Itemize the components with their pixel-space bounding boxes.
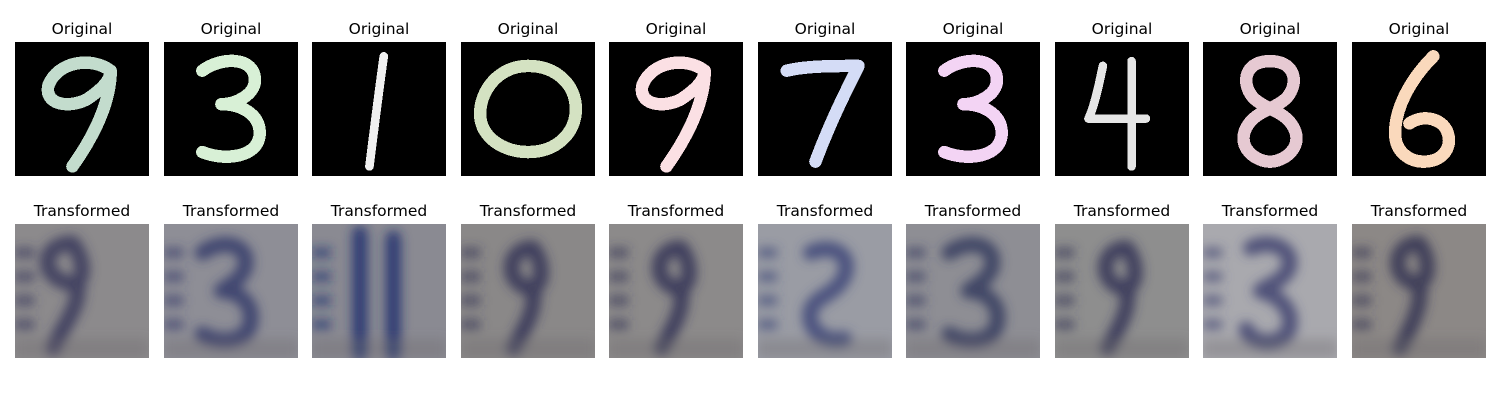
transformed-title-4: Transformed xyxy=(479,202,577,220)
original-digit-image-6 xyxy=(758,42,892,176)
transformed-title-8: Transformed xyxy=(1073,202,1171,220)
digit-stroke xyxy=(473,59,583,159)
digit-stroke xyxy=(41,56,117,173)
original-title-8: Original xyxy=(1091,20,1153,38)
transformed-title-9: Transformed xyxy=(1221,202,1319,220)
digit-stroke xyxy=(938,54,1008,163)
transformed-title-5: Transformed xyxy=(627,202,725,220)
original-digit-image-9 xyxy=(1203,42,1337,176)
original-digit-image-5 xyxy=(609,42,743,176)
transformed-image-1 xyxy=(15,224,149,358)
original-title-7: Original xyxy=(942,20,1004,38)
digit-stroke xyxy=(1388,50,1456,168)
digit-stroke xyxy=(635,56,711,173)
transformed-title-7: Transformed xyxy=(924,202,1022,220)
transformed-image-3 xyxy=(312,224,446,358)
transformed-image-9 xyxy=(1203,224,1337,358)
digit-stroke xyxy=(1084,56,1151,171)
transformed-image-2 xyxy=(164,224,298,358)
original-title-5: Original xyxy=(645,20,707,38)
original-title-4: Original xyxy=(497,20,559,38)
transformed-image-4 xyxy=(461,224,595,358)
digit-stroke xyxy=(196,54,266,163)
original-digit-image-8 xyxy=(1055,42,1189,176)
original-digit-image-7 xyxy=(906,42,1040,176)
original-title-10: Original xyxy=(1388,20,1450,38)
digit-stroke xyxy=(780,59,865,168)
transformed-title-2: Transformed xyxy=(182,202,280,220)
transformed-image-6 xyxy=(758,224,892,358)
transformed-image-8 xyxy=(1055,224,1189,358)
transformed-title-3: Transformed xyxy=(330,202,428,220)
digit-stroke xyxy=(365,52,389,171)
original-digit-image-3 xyxy=(312,42,446,176)
original-title-9: Original xyxy=(1239,20,1301,38)
original-title-2: Original xyxy=(200,20,262,38)
transformed-title-1: Transformed xyxy=(33,202,131,220)
transformed-image-7 xyxy=(906,224,1040,358)
transformed-title-6: Transformed xyxy=(776,202,874,220)
transformed-image-10 xyxy=(1352,224,1486,358)
original-digit-image-4 xyxy=(461,42,595,176)
digit-stroke xyxy=(1237,54,1303,168)
transformed-title-10: Transformed xyxy=(1370,202,1468,220)
transformed-image-5 xyxy=(609,224,743,358)
original-title-1: Original xyxy=(51,20,113,38)
original-digit-image-2 xyxy=(164,42,298,176)
original-digit-image-10 xyxy=(1352,42,1486,176)
original-title-6: Original xyxy=(794,20,856,38)
original-digit-image-1 xyxy=(15,42,149,176)
original-title-3: Original xyxy=(348,20,410,38)
